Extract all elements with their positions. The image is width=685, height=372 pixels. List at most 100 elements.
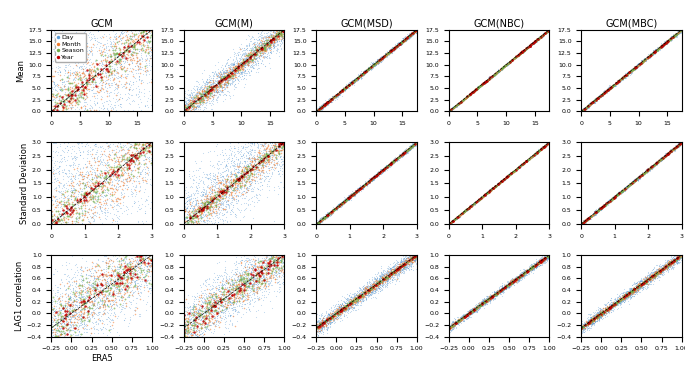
Point: [96, 274, 107, 280]
Point: [203, 300, 214, 306]
Point: [96, 28, 107, 33]
Point: [135, 35, 146, 41]
Point: [340, 195, 351, 201]
Point: [244, 42, 255, 48]
Point: [123, 292, 134, 298]
Point: [495, 67, 506, 73]
Point: [662, 38, 673, 44]
Point: [374, 169, 385, 175]
Point: [363, 291, 374, 297]
Point: [321, 209, 332, 215]
Point: [499, 286, 510, 292]
Point: [512, 165, 523, 171]
Point: [225, 299, 236, 305]
Point: [582, 217, 593, 223]
Point: [535, 256, 546, 262]
Point: [529, 152, 540, 158]
Point: [210, 185, 221, 191]
Point: [460, 208, 471, 214]
Point: [102, 159, 113, 165]
Point: [469, 307, 480, 312]
Point: [251, 56, 262, 62]
Point: [249, 52, 260, 58]
Point: [51, 137, 62, 143]
Point: [390, 158, 401, 164]
Point: [92, 65, 103, 71]
Point: [248, 51, 259, 57]
Point: [471, 198, 482, 204]
Point: [347, 299, 358, 305]
Point: [275, 246, 286, 252]
Point: [110, 256, 121, 262]
Point: [466, 90, 477, 96]
Point: [368, 176, 379, 182]
Point: [464, 205, 475, 211]
Point: [401, 260, 412, 266]
Point: [318, 324, 329, 330]
Point: [123, 121, 134, 127]
Point: [671, 257, 682, 263]
Point: [276, 46, 287, 52]
Point: [590, 315, 601, 321]
Point: [632, 176, 643, 182]
Point: [184, 311, 195, 317]
Point: [649, 161, 660, 167]
Point: [346, 299, 357, 305]
Point: [182, 103, 192, 109]
Point: [500, 62, 511, 68]
Point: [608, 301, 619, 307]
Point: [649, 49, 660, 55]
Point: [64, 297, 75, 303]
Point: [449, 105, 460, 110]
Point: [507, 57, 518, 62]
Point: [532, 37, 543, 43]
Point: [534, 259, 545, 264]
Point: [362, 285, 373, 291]
Point: [445, 220, 456, 226]
Point: [610, 193, 621, 199]
Point: [134, 283, 145, 289]
Point: [194, 259, 205, 265]
Point: [124, 282, 135, 288]
Point: [388, 266, 399, 272]
Point: [269, 265, 280, 271]
Point: [465, 91, 476, 97]
Point: [51, 250, 62, 256]
Point: [366, 64, 377, 70]
Point: [201, 223, 212, 229]
Point: [79, 304, 90, 310]
Point: [340, 197, 351, 203]
Point: [197, 308, 208, 314]
Point: [638, 277, 649, 283]
Point: [123, 156, 134, 162]
Point: [479, 79, 490, 85]
Point: [105, 156, 116, 162]
Point: [499, 284, 510, 290]
Point: [649, 162, 660, 168]
Point: [238, 60, 249, 66]
Point: [67, 253, 78, 259]
Point: [489, 184, 500, 190]
Point: [101, 244, 112, 250]
Point: [249, 258, 260, 264]
Point: [375, 169, 386, 175]
Point: [532, 36, 543, 42]
Point: [110, 202, 121, 208]
Point: [528, 152, 539, 158]
Point: [244, 280, 255, 286]
Point: [528, 262, 539, 268]
Point: [463, 309, 474, 315]
Point: [454, 318, 465, 324]
Point: [132, 36, 143, 42]
Point: [251, 40, 262, 46]
Point: [112, 143, 123, 149]
Point: [240, 205, 251, 211]
Point: [376, 167, 387, 173]
Point: [581, 104, 592, 110]
Point: [321, 100, 332, 106]
Point: [671, 143, 682, 149]
Point: [89, 125, 100, 131]
Point: [277, 29, 288, 35]
Point: [351, 74, 362, 80]
Point: [56, 337, 67, 343]
